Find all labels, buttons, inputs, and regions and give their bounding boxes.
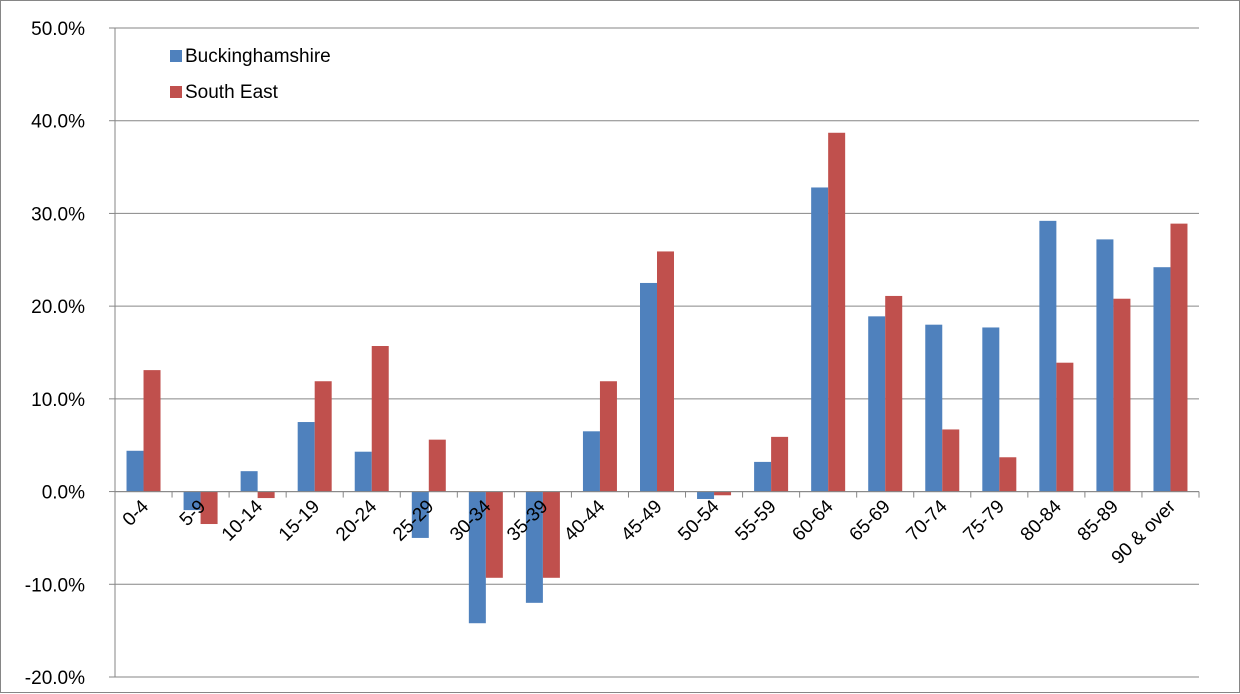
y-tick-label: 10.0% <box>31 390 85 411</box>
bar-south-east <box>143 370 161 492</box>
y-tick-label: 40.0% <box>31 112 85 133</box>
bar-south-east <box>828 132 846 492</box>
legend-swatch <box>170 50 182 62</box>
bar-buckinghamshire <box>925 324 943 492</box>
bar-south-east <box>200 491 218 525</box>
x-tick-label: 55-59 <box>731 496 780 545</box>
bar-south-east <box>599 381 617 492</box>
bar-buckinghamshire <box>1153 267 1171 492</box>
y-tick-label: -20.0% <box>25 668 85 689</box>
x-tick-label: 90 & over <box>1108 496 1181 569</box>
x-tick-label: 60-64 <box>788 496 838 546</box>
bar-buckinghamshire <box>126 450 144 492</box>
legend: Buckinghamshire South East <box>170 46 331 103</box>
bar-south-east <box>428 439 446 492</box>
legend-swatch <box>170 86 182 98</box>
axes <box>109 27 1200 678</box>
bar-south-east <box>657 251 674 492</box>
bar-buckinghamshire <box>640 282 657 492</box>
bar-south-east <box>314 381 332 492</box>
x-tick-label: 15-19 <box>275 496 324 545</box>
x-tick-label: 0-4 <box>119 496 154 531</box>
bar-south-east <box>942 429 960 492</box>
bar-buckinghamshire <box>468 491 486 624</box>
bar-buckinghamshire <box>240 471 258 492</box>
y-tick-label: -10.0% <box>25 575 85 596</box>
bar-south-east <box>714 491 732 496</box>
bar-buckinghamshire <box>582 431 600 492</box>
bar-buckinghamshire <box>982 327 1000 492</box>
bar-south-east <box>485 491 503 578</box>
legend-label: Buckinghamshire <box>185 46 331 67</box>
bar-south-east <box>257 491 275 499</box>
x-tick-label: 40-44 <box>560 496 610 546</box>
bar-south-east <box>1113 298 1131 492</box>
y-tick-labels: 50.0% 40.0% 30.0% 20.0% 10.0% 0.0% -10.0% -20.0… <box>25 19 85 689</box>
bar-buckinghamshire <box>754 461 772 492</box>
bar-south-east <box>542 491 560 578</box>
bar-south-east <box>1056 362 1074 492</box>
y-tick-label: 30.0% <box>31 204 85 225</box>
y-tick-label: 20.0% <box>31 297 85 318</box>
x-tick-label: 85-89 <box>1074 496 1123 545</box>
bar-buckinghamshire <box>1096 239 1114 492</box>
legend-label: South East <box>185 82 279 103</box>
x-tick-label: 45-49 <box>617 496 666 545</box>
bar-buckinghamshire <box>811 187 829 492</box>
x-tick-label: 50-54 <box>674 496 724 546</box>
bar-buckinghamshire <box>525 491 543 603</box>
bar-buckinghamshire <box>1039 220 1057 492</box>
bar-buckinghamshire <box>297 422 315 492</box>
x-tick-labels: 0-4 5-9 10-14 15-19 20-24 25-29 30-34 35-39 40-4… <box>119 496 1181 569</box>
bar-south-east <box>999 457 1017 492</box>
bars <box>126 132 1188 624</box>
x-tick-label: 70-74 <box>903 496 953 546</box>
y-tick-label: 50.0% <box>31 19 85 40</box>
bar-buckinghamshire <box>354 451 372 492</box>
x-tick-label: 65-69 <box>846 496 895 545</box>
bar-south-east <box>885 295 903 492</box>
bar-south-east <box>1170 223 1188 492</box>
bar-south-east <box>771 436 789 492</box>
y-tick-label: 0.0% <box>42 483 85 504</box>
bar-buckinghamshire <box>183 491 201 511</box>
x-tick-label: 20-24 <box>332 496 382 546</box>
bar-buckinghamshire <box>697 491 715 499</box>
x-tick-label: 10-14 <box>218 496 268 546</box>
bar-south-east <box>371 346 389 492</box>
bar-buckinghamshire <box>411 491 429 538</box>
x-tick-label: 80-84 <box>1017 496 1067 546</box>
bar-buckinghamshire <box>868 316 886 492</box>
x-tick-label: 75-79 <box>960 496 1009 545</box>
